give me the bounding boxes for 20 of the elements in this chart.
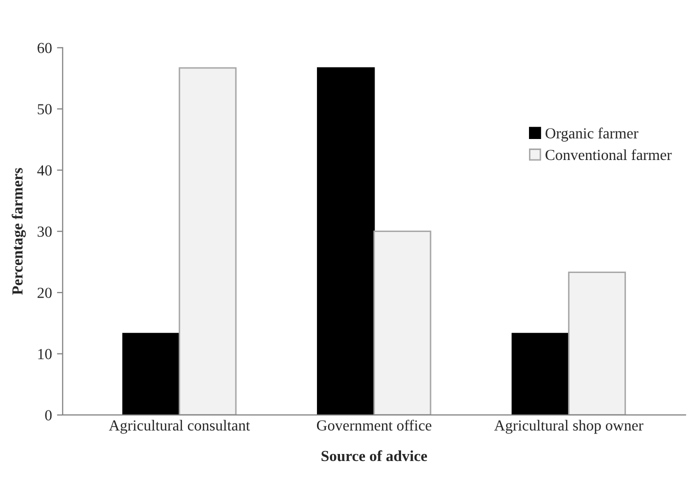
legend-label: Organic farmer — [546, 128, 638, 142]
y-tick-label: 50 — [38, 104, 52, 114]
legend-label: Conventional farmer — [546, 149, 672, 160]
y-tick-label: 20 — [38, 288, 52, 298]
bar — [316, 67, 375, 415]
y-tick-label: 0 — [45, 410, 52, 420]
y-tick-label: 40 — [37, 165, 52, 176]
bar — [122, 332, 180, 415]
bar — [568, 272, 626, 415]
bar — [512, 332, 570, 415]
y-axis-title: Percentage farmers — [12, 168, 26, 295]
x-axis-title: Source of advice — [322, 450, 428, 462]
bar — [178, 67, 237, 415]
x-tick-label: Agricultural shop owner — [494, 420, 644, 434]
y-tick-label: 60 — [38, 42, 52, 54]
y-tick-label: 10 — [38, 348, 52, 360]
x-tick-label: Agricultural consultant — [108, 420, 250, 434]
bar — [373, 230, 432, 415]
y-tick-label: 30 — [38, 226, 52, 237]
x-tick-label: Government office — [316, 420, 432, 431]
